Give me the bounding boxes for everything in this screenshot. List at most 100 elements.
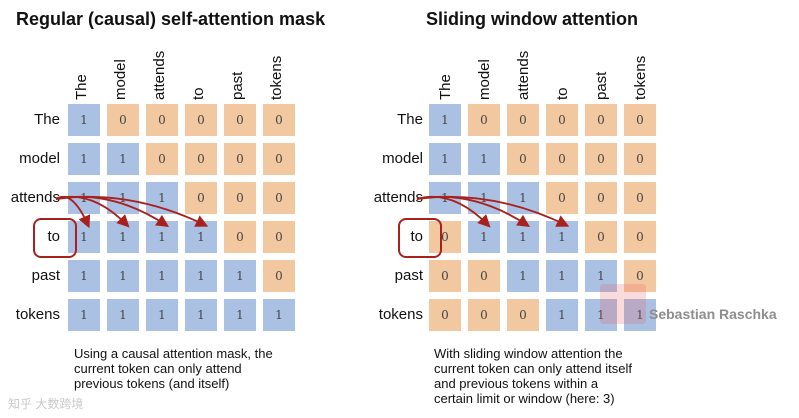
row-label: The: [397, 111, 423, 128]
matrix-cell: 1: [429, 104, 461, 136]
column-label: The: [73, 74, 90, 100]
matrix-cell: 0: [585, 182, 617, 214]
matrix-cell: 1: [507, 260, 539, 292]
column-label: The: [437, 74, 454, 100]
row-label: tokens: [378, 306, 423, 323]
matrix-cell: 0: [429, 221, 461, 253]
column-label: model: [112, 59, 129, 100]
matrix-cell: 0: [624, 182, 656, 214]
matrix-cell: 1: [624, 299, 656, 331]
watermark-stamp: [600, 284, 646, 324]
matrix-cell: 0: [624, 221, 656, 253]
matrix-cell: 0: [546, 104, 578, 136]
column-label: tokens: [632, 55, 649, 100]
row-label highlighted-token: to: [47, 228, 60, 245]
matrix-cell: 1: [146, 260, 178, 292]
matrix-cell: 0: [224, 182, 256, 214]
row-label highlighted-token: to: [410, 228, 423, 245]
watermark-site: 知乎 大数跨境: [8, 397, 84, 411]
matrix-cell: 1: [68, 104, 100, 136]
matrix-cell: 1: [107, 221, 139, 253]
matrix-cell: 1: [224, 299, 256, 331]
current-token-highlight: [33, 218, 77, 258]
matrix-cell: 0: [146, 143, 178, 175]
matrix-cell: 1: [146, 299, 178, 331]
caption: Using a causal attention mask, the curre…: [74, 346, 273, 391]
matrix-cell: 1: [185, 299, 217, 331]
matrix-cell: 0: [624, 143, 656, 175]
column-label: past: [229, 71, 246, 100]
panel-title: Sliding window attention: [426, 9, 638, 29]
matrix-cell: 0: [468, 260, 500, 292]
matrix-cell: 0: [429, 260, 461, 292]
column-label: past: [593, 71, 610, 100]
column-label: attends: [515, 50, 532, 100]
matrix-cell: 1: [146, 221, 178, 253]
matrix-cell: 1: [185, 221, 217, 253]
matrix-cell: 1: [429, 143, 461, 175]
matrix-cell: 0: [224, 143, 256, 175]
matrix-cell: 1: [68, 182, 100, 214]
matrix-cell: 0: [507, 104, 539, 136]
matrix-cell: 0: [546, 143, 578, 175]
column-label: attends: [151, 50, 168, 100]
matrix-cell: 0: [185, 182, 217, 214]
matrix-cell: 1: [68, 299, 100, 331]
row-label: model: [19, 150, 60, 167]
matrix-cell: 0: [585, 104, 617, 136]
matrix-cell: 1: [468, 221, 500, 253]
matrix-cell: 1: [68, 221, 100, 253]
matrix-cell: 0: [224, 104, 256, 136]
matrix-cell: 0: [585, 143, 617, 175]
matrix-cell: 0: [546, 182, 578, 214]
column-label: tokens: [268, 55, 285, 100]
column-label: to: [190, 87, 207, 100]
column-label: model: [476, 59, 493, 100]
matrix-cell: 1: [185, 260, 217, 292]
matrix-cell: 0: [507, 299, 539, 331]
matrix-cell: 1: [546, 260, 578, 292]
row-label: The: [34, 111, 60, 128]
row-label: past: [31, 267, 60, 284]
matrix-cell: 0: [263, 182, 295, 214]
row-label: attends: [373, 189, 423, 206]
matrix-cell: 1: [263, 299, 295, 331]
matrix-cell: 1: [146, 182, 178, 214]
matrix-cell: 1: [585, 299, 617, 331]
matrix-cell: 1: [429, 182, 461, 214]
matrix-cell: 0: [585, 221, 617, 253]
matrix-cell: 0: [146, 104, 178, 136]
matrix-cell: 0: [429, 299, 461, 331]
causal-mask-panel: Regular (causal) self-attention mask The…: [0, 0, 399, 418]
matrix-cell: 1: [507, 182, 539, 214]
row-label: tokens: [15, 306, 60, 323]
matrix-cell: 0: [263, 143, 295, 175]
matrix-cell: 1: [68, 260, 100, 292]
matrix-cell: 1: [107, 260, 139, 292]
watermark-author: Sebastian Raschka: [649, 306, 777, 322]
matrix-cell: 1: [107, 299, 139, 331]
column-label: to: [554, 87, 571, 100]
caption: With sliding window attention the curren…: [434, 346, 633, 406]
matrix-cell: 1: [107, 143, 139, 175]
sliding-window-panel: Sliding window attention The model atten…: [374, 0, 798, 418]
matrix-cell: 1: [468, 143, 500, 175]
matrix-cell: 1: [546, 299, 578, 331]
matrix-cell: 1: [585, 260, 617, 292]
row-label: attends: [10, 189, 60, 206]
matrix-cell: 0: [468, 104, 500, 136]
current-token-highlight: [398, 218, 442, 258]
matrix-cell: 1: [507, 221, 539, 253]
matrix-cell: 0: [107, 104, 139, 136]
panel-title: Regular (causal) self-attention mask: [16, 9, 326, 29]
row-label: past: [394, 267, 423, 284]
matrix-cell: 0: [624, 104, 656, 136]
matrix-cell: 0: [185, 143, 217, 175]
matrix-cell: 1: [468, 182, 500, 214]
matrix-cell: 0: [263, 260, 295, 292]
matrix-cell: 0: [468, 299, 500, 331]
matrix-cell: 1: [546, 221, 578, 253]
matrix-cell: 1: [68, 143, 100, 175]
matrix-cell: 0: [624, 260, 656, 292]
matrix-cell: 0: [263, 221, 295, 253]
